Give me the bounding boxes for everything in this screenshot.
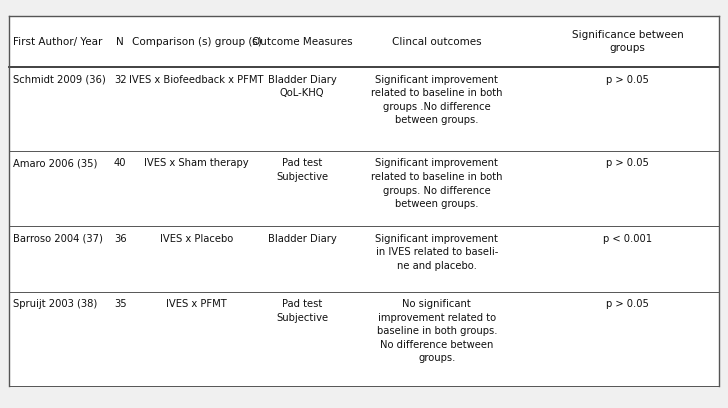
Text: Pad test
Subjective: Pad test Subjective (276, 158, 328, 182)
Text: IVES x Sham therapy: IVES x Sham therapy (144, 158, 249, 169)
Text: Significance between
groups: Significance between groups (571, 31, 684, 53)
Text: IVES x PFMT: IVES x PFMT (166, 299, 227, 309)
Text: 40: 40 (114, 158, 127, 169)
Text: Bladder Diary: Bladder Diary (268, 234, 336, 244)
Text: IVES x Biofeedback x PFMT: IVES x Biofeedback x PFMT (130, 75, 264, 85)
Text: 35: 35 (114, 299, 127, 309)
Text: p > 0.05: p > 0.05 (606, 299, 649, 309)
Text: Pad test
Subjective: Pad test Subjective (276, 299, 328, 323)
Text: Significant improvement
in IVES related to baseli-
ne and placebo.: Significant improvement in IVES related … (376, 234, 498, 271)
Text: IVES x Placebo: IVES x Placebo (160, 234, 233, 244)
Text: Significant improvement
related to baseline in both
groups .No difference
betwee: Significant improvement related to basel… (371, 75, 502, 126)
Text: p < 0.001: p < 0.001 (603, 234, 652, 244)
Text: Barroso 2004 (37): Barroso 2004 (37) (13, 234, 103, 244)
Text: Schmidt 2009 (36): Schmidt 2009 (36) (13, 75, 106, 85)
Text: No significant
improvement related to
baseline in both groups.
No difference bet: No significant improvement related to ba… (376, 299, 497, 364)
Text: p > 0.05: p > 0.05 (606, 158, 649, 169)
Text: Comparison (s) group (s): Comparison (s) group (s) (132, 37, 261, 47)
Text: N: N (116, 37, 124, 47)
Text: Significant improvement
related to baseline in both
groups. No difference
betwee: Significant improvement related to basel… (371, 158, 502, 209)
Text: Amaro 2006 (35): Amaro 2006 (35) (13, 158, 98, 169)
Text: p > 0.05: p > 0.05 (606, 75, 649, 85)
Text: Outcome Measures: Outcome Measures (252, 37, 352, 47)
Text: 32: 32 (114, 75, 127, 85)
Text: Spruijt 2003 (38): Spruijt 2003 (38) (13, 299, 98, 309)
Text: Clincal outcomes: Clincal outcomes (392, 37, 482, 47)
Text: First Author/ Year: First Author/ Year (13, 37, 103, 47)
Text: 36: 36 (114, 234, 127, 244)
Text: Bladder Diary
QoL-KHQ: Bladder Diary QoL-KHQ (268, 75, 336, 98)
